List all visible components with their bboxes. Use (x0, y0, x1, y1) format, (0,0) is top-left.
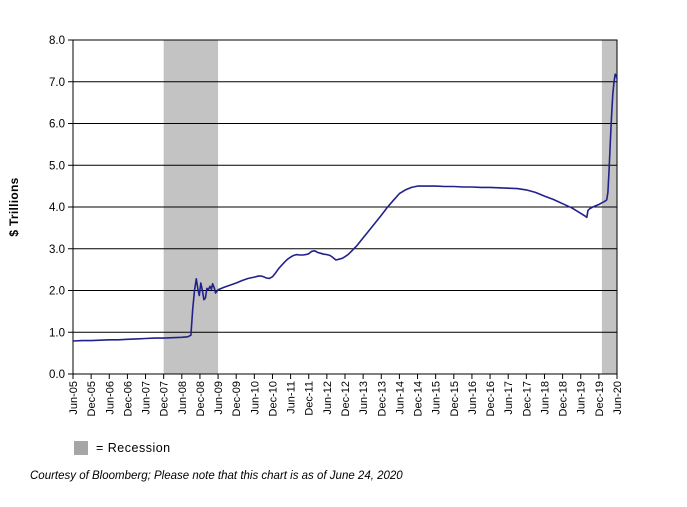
x-tick-label: Dec-18 (558, 381, 570, 416)
plot-border (72, 39, 618, 375)
x-tick-label: Dec-10 (267, 381, 279, 416)
x-tick-label: Jun-20 (612, 381, 624, 415)
x-tick-label: Jun-19 (576, 381, 588, 415)
y-tick-label: 4.0 (49, 202, 65, 214)
balance-sheet-series-line (72, 73, 618, 342)
x-tick-label: Jun-15 (431, 381, 443, 415)
x-tick-label: Jun-14 (394, 381, 406, 415)
x-tick-label: Dec-19 (594, 381, 606, 416)
x-tick-label: Jun-06 (104, 381, 116, 415)
x-tick-label: Dec-14 (413, 381, 425, 416)
footer-courtesy-note: Courtesy of Bloomberg; Please note that … (30, 470, 403, 482)
x-tick-label: Jun-07 (141, 381, 153, 415)
y-tick-label: 6.0 (49, 119, 65, 131)
recession-legend-swatch (74, 441, 88, 455)
x-tick-label: Dec-15 (449, 381, 461, 416)
y-tick-label: 1.0 (49, 327, 65, 339)
x-tick-label: Jun-17 (503, 381, 515, 415)
x-tick-label: Dec-11 (304, 381, 316, 416)
y-tick-label: 2.0 (49, 286, 65, 298)
recession-legend-label: = Recession (96, 441, 171, 455)
x-tick-label: Dec-05 (86, 381, 98, 416)
y-tick-label: 8.0 (49, 35, 65, 47)
recession-legend: = Recession (74, 441, 171, 455)
x-tick-label: Dec-13 (376, 381, 388, 416)
x-tick-label: Jun-09 (213, 381, 225, 415)
x-tick-label: Dec-09 (231, 381, 243, 416)
x-tick-label: Jun-16 (467, 381, 479, 415)
x-tick-label: Jun-08 (177, 381, 189, 415)
x-tick-label: Jun-11 (286, 381, 298, 414)
x-tick-label: Jun-05 (68, 381, 80, 415)
y-tick-label: 3.0 (49, 244, 65, 256)
x-tick-label: Dec-06 (122, 381, 134, 416)
x-tick-label: Jun-18 (539, 381, 551, 415)
x-tick-label: Jun-10 (249, 381, 261, 415)
x-tick-label: Dec-12 (340, 381, 352, 416)
y-tick-label: 0.0 (49, 369, 65, 381)
y-tick-label: 5.0 (49, 160, 65, 172)
x-tick-label: Dec-08 (195, 381, 207, 416)
x-tick-label: Dec-17 (521, 381, 533, 416)
x-tick-label: Jun-12 (322, 381, 334, 415)
y-tick-label: 7.0 (49, 77, 65, 89)
x-tick-label: Jun-13 (358, 381, 370, 415)
x-tick-label: Dec-07 (159, 381, 171, 416)
x-tick-label: Dec-16 (485, 381, 497, 416)
y-axis-title: $ Trillions (7, 177, 21, 237)
